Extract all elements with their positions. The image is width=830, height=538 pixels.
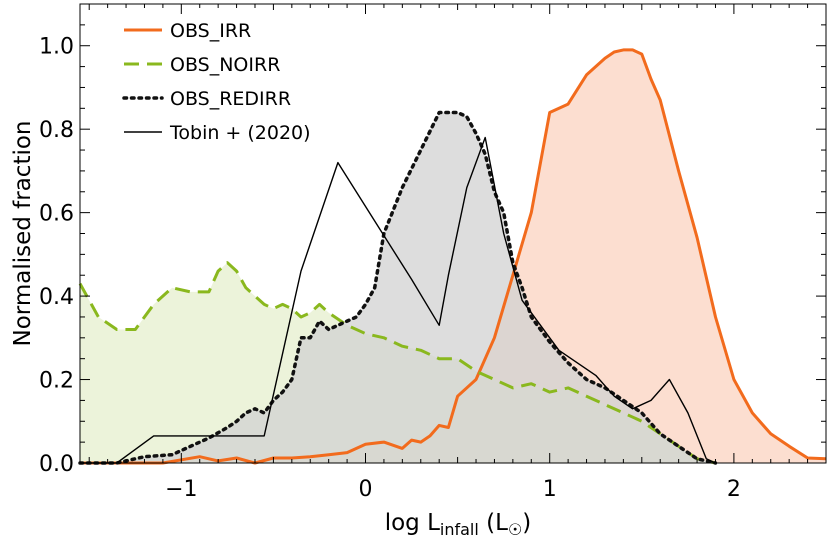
y-tick-label: 0.2: [39, 369, 74, 394]
x-axis-title-main: log L: [385, 510, 440, 536]
y-tick-label: 0.8: [39, 118, 74, 143]
legend-label: OBS_NOIRR: [170, 54, 280, 76]
legend-label: OBS_IRR: [170, 20, 251, 42]
y-tick-label: 0.0: [39, 452, 74, 477]
line-obs-redirr: [78, 110, 718, 465]
x-tick-label: 2: [727, 477, 741, 502]
legend-label: OBS_REDIRR: [170, 88, 291, 110]
x-axis-title-subscript: infall: [440, 520, 479, 538]
x-tick-label: 1: [543, 477, 557, 502]
x-axis-title-unit-end: ): [522, 510, 531, 536]
line-tobin-2020: [80, 136, 716, 464]
y-tick-label: 0.6: [39, 202, 74, 227]
x-axis-title: log Linfall (L☉): [385, 510, 532, 538]
x-tick-label: −1: [165, 477, 197, 502]
x-tick-label: 0: [359, 477, 373, 502]
legend-label: Tobin + (2020): [169, 122, 311, 144]
x-axis-title-unit: (L: [479, 510, 508, 536]
legend: OBS_IRR OBS_NOIRR OBS_REDIRR Tobin + (2020): [122, 20, 311, 144]
area-obs-irr: [80, 49, 826, 464]
x-ticks: −1 0 1 2: [88, 4, 827, 502]
series-lines: [78, 48, 827, 465]
y-axis-title: Normalised fraction: [10, 120, 36, 346]
line-obs-irr: [80, 48, 827, 465]
line-obs-noirr: [78, 261, 716, 465]
series-areas: [80, 49, 826, 464]
y-tick-label: 1.0: [39, 35, 74, 60]
y-tick-label: 0.4: [39, 285, 74, 310]
sun-symbol-icon: ☉: [508, 520, 522, 538]
area-obs-redirr: [80, 112, 716, 463]
y-ticks: 0.0 0.2 0.4 0.6 0.8 1.0: [39, 3, 826, 477]
